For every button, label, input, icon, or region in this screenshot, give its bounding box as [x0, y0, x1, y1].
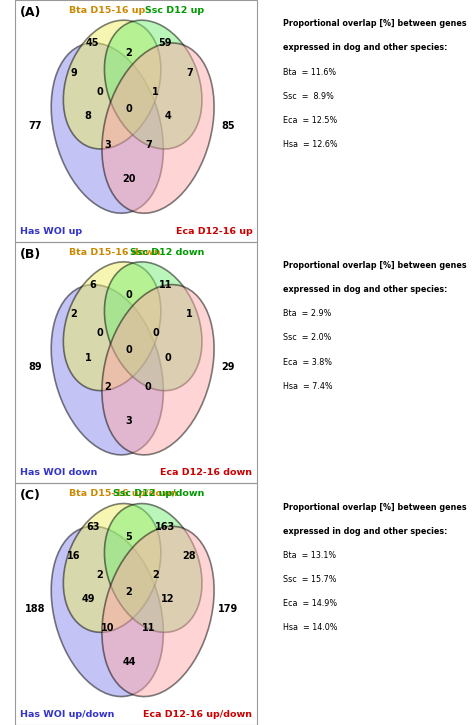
Text: 163: 163	[155, 522, 175, 532]
Text: Bta D15-16 up/down: Bta D15-16 up/down	[69, 489, 177, 498]
Text: Proportional overlap [%] between genes: Proportional overlap [%] between genes	[283, 502, 466, 512]
Text: 2: 2	[104, 381, 110, 392]
Text: 1: 1	[84, 352, 91, 362]
Ellipse shape	[102, 526, 214, 697]
Text: Bta  = 13.1%: Bta = 13.1%	[283, 551, 336, 560]
Text: 1: 1	[152, 87, 159, 97]
Text: expressed in dog and other species:: expressed in dog and other species:	[283, 44, 447, 52]
Text: 3: 3	[126, 415, 132, 426]
Text: 4: 4	[164, 111, 171, 121]
Text: 179: 179	[218, 604, 238, 614]
Text: 6: 6	[90, 280, 96, 290]
Text: 16: 16	[67, 551, 80, 561]
Ellipse shape	[104, 504, 202, 632]
Text: Ssc D12 down: Ssc D12 down	[129, 248, 204, 257]
Ellipse shape	[51, 285, 164, 455]
Text: Ssc  = 15.7%: Ssc = 15.7%	[283, 575, 336, 584]
Text: expressed in dog and other species:: expressed in dog and other species:	[283, 527, 447, 536]
Text: 9: 9	[70, 67, 77, 78]
Text: Has WOI up/down: Has WOI up/down	[20, 710, 115, 719]
Text: 2: 2	[70, 309, 77, 319]
Text: 7: 7	[186, 67, 193, 78]
Text: 0: 0	[126, 345, 132, 355]
Text: 10: 10	[100, 624, 114, 634]
Text: Hsa  = 7.4%: Hsa = 7.4%	[283, 382, 332, 391]
Text: 63: 63	[86, 522, 100, 532]
Text: Bta D15-16 up: Bta D15-16 up	[69, 6, 145, 15]
Text: Proportional overlap [%] between genes: Proportional overlap [%] between genes	[283, 20, 466, 28]
Text: 188: 188	[25, 604, 45, 614]
Text: Eca D12-16 down: Eca D12-16 down	[160, 468, 252, 477]
Text: 77: 77	[28, 120, 42, 130]
Text: Eca  = 12.5%: Eca = 12.5%	[283, 116, 337, 125]
Text: 2: 2	[152, 570, 159, 580]
Text: Ssc D12 up: Ssc D12 up	[145, 6, 204, 15]
Text: 0: 0	[164, 352, 171, 362]
Text: expressed in dog and other species:: expressed in dog and other species:	[283, 285, 447, 294]
Text: 2: 2	[126, 48, 132, 58]
Text: 44: 44	[122, 657, 136, 667]
Text: 89: 89	[28, 362, 42, 373]
Text: 0: 0	[126, 104, 132, 114]
Ellipse shape	[51, 526, 164, 697]
Text: 2: 2	[97, 570, 103, 580]
Ellipse shape	[64, 20, 161, 149]
Text: (C): (C)	[20, 489, 41, 502]
Ellipse shape	[64, 262, 161, 391]
Text: Ssc  =  8.9%: Ssc = 8.9%	[283, 92, 334, 101]
Ellipse shape	[104, 262, 202, 391]
Text: Eca  = 14.9%: Eca = 14.9%	[283, 600, 337, 608]
Text: (A): (A)	[20, 6, 42, 19]
Text: Bta  = 2.9%: Bta = 2.9%	[283, 310, 331, 318]
Text: 11: 11	[142, 624, 155, 634]
Text: Eca D12-16 up/down: Eca D12-16 up/down	[143, 710, 252, 719]
Text: 0: 0	[126, 290, 132, 300]
Text: 11: 11	[158, 280, 172, 290]
Text: 59: 59	[158, 38, 172, 49]
Text: 28: 28	[182, 551, 196, 561]
Text: 1: 1	[186, 309, 193, 319]
Text: Bta D15-16 down: Bta D15-16 down	[69, 248, 160, 257]
Text: 7: 7	[145, 140, 152, 150]
Text: Bta  = 11.6%: Bta = 11.6%	[283, 67, 336, 77]
Text: Has WOI down: Has WOI down	[20, 468, 98, 477]
Text: Hsa  = 14.0%: Hsa = 14.0%	[283, 624, 337, 632]
Ellipse shape	[51, 43, 164, 213]
Text: 49: 49	[81, 594, 95, 605]
Text: Ssc D12 up/down: Ssc D12 up/down	[112, 489, 204, 498]
Text: 45: 45	[86, 38, 100, 49]
Text: 0: 0	[145, 381, 152, 392]
Text: 0: 0	[152, 328, 159, 339]
Text: 20: 20	[122, 174, 136, 184]
Text: 3: 3	[104, 140, 110, 150]
Text: 85: 85	[221, 120, 235, 130]
Text: 2: 2	[126, 587, 132, 597]
Text: 0: 0	[97, 87, 103, 97]
Text: Proportional overlap [%] between genes: Proportional overlap [%] between genes	[283, 261, 466, 270]
Text: Ssc  = 2.0%: Ssc = 2.0%	[283, 334, 331, 342]
Text: 5: 5	[126, 531, 132, 542]
Ellipse shape	[104, 20, 202, 149]
Text: 29: 29	[221, 362, 235, 373]
Text: (B): (B)	[20, 248, 42, 261]
Text: 12: 12	[161, 594, 174, 605]
Text: Has WOI up: Has WOI up	[20, 227, 82, 236]
Text: 8: 8	[84, 111, 91, 121]
Text: Eca  = 3.8%: Eca = 3.8%	[283, 357, 332, 367]
Ellipse shape	[102, 43, 214, 213]
Text: Hsa  = 12.6%: Hsa = 12.6%	[283, 140, 337, 149]
Ellipse shape	[102, 285, 214, 455]
Ellipse shape	[64, 504, 161, 632]
Text: 0: 0	[97, 328, 103, 339]
Text: Eca D12-16 up: Eca D12-16 up	[175, 227, 252, 236]
